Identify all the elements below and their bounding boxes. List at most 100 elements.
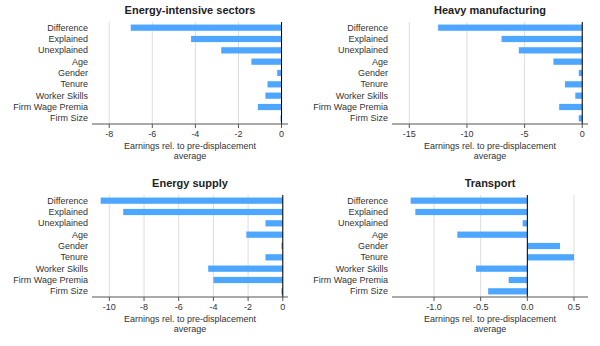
category-label: Gender — [58, 241, 88, 251]
category-label: Firm Wage Premia — [313, 275, 388, 285]
tick-label: -8 — [140, 302, 148, 312]
grid-line — [466, 22, 467, 124]
tick-mark — [178, 297, 179, 301]
zero-line — [527, 195, 528, 297]
tick-label: 0 — [280, 302, 285, 312]
category-label: Gender — [358, 241, 388, 251]
category-label: Explained — [48, 207, 88, 217]
category-label: Firm Size — [350, 286, 388, 296]
zero-line — [281, 22, 282, 124]
bars — [101, 198, 283, 295]
tick-mark — [144, 297, 145, 301]
tick-mark — [527, 297, 528, 301]
category-label: Firm Wage Premia — [313, 102, 388, 112]
tick-label: -6 — [175, 302, 183, 312]
tick-label: -10 — [103, 302, 116, 312]
x-axis-label-line: average — [474, 324, 507, 334]
title: Heavy manufacturing — [434, 4, 546, 16]
bar — [221, 47, 281, 53]
tick-label: -2 — [234, 129, 242, 139]
tick-mark — [213, 297, 214, 301]
category-label: Difference — [47, 23, 88, 33]
bar — [265, 93, 281, 99]
tick-mark — [152, 124, 153, 128]
tick-label: 0.5 — [568, 302, 581, 312]
category-label: Worker Skills — [36, 264, 89, 274]
panel: -10-8-6-4-20DifferenceExplainedUnexplain… — [13, 177, 288, 334]
x-axis-label-line: Earnings rel. to pre-displacement — [124, 314, 257, 324]
tick-mark — [480, 297, 481, 301]
grid-line — [574, 195, 575, 297]
bar — [438, 25, 582, 31]
grid-line — [281, 22, 282, 124]
bar — [523, 220, 528, 226]
category-label: Worker Skills — [336, 264, 389, 274]
bar — [457, 232, 527, 238]
category-label: Explained — [348, 207, 388, 217]
category-label: Firm Size — [50, 113, 88, 123]
category-label: Unexplained — [338, 45, 388, 55]
panel: -8-6-4-20DifferenceExplainedUnexplainedA… — [13, 4, 288, 161]
category-label: Age — [72, 57, 88, 67]
panel: -1.0-0.50.00.5DifferenceExplainedUnexpla… — [313, 177, 588, 334]
category-label: Firm Size — [350, 113, 388, 123]
category-label: Worker Skills — [336, 91, 389, 101]
tick-mark — [195, 124, 196, 128]
category-label: Age — [72, 230, 88, 240]
tick-label: 0 — [279, 129, 284, 139]
bar — [411, 198, 528, 204]
category-label: Tenure — [360, 252, 388, 262]
tick-mark — [238, 124, 239, 128]
title: Transport — [465, 177, 516, 189]
tick-label: 0 — [580, 129, 585, 139]
grid-line — [152, 22, 153, 124]
tick-mark — [524, 124, 525, 128]
category-label: Difference — [347, 23, 388, 33]
bar — [502, 36, 583, 42]
category-label: Unexplained — [38, 218, 88, 228]
bar — [509, 277, 528, 283]
bar — [559, 104, 582, 110]
x-axis-label-line: average — [174, 151, 207, 161]
tick-label: -6 — [148, 129, 156, 139]
tick-mark — [409, 124, 410, 128]
zero-line — [282, 195, 283, 297]
bar — [565, 81, 582, 87]
grid-line — [282, 195, 283, 297]
category-label: Firm Wage Premia — [13, 275, 88, 285]
category-label: Difference — [347, 196, 388, 206]
category-label: Difference — [47, 196, 88, 206]
tick-mark — [109, 297, 110, 301]
bar — [123, 209, 283, 215]
bars — [131, 25, 282, 122]
category-label: Unexplained — [38, 45, 88, 55]
title: Energy supply — [152, 177, 229, 189]
bar — [277, 70, 281, 76]
grid-line — [109, 195, 110, 297]
tick-label: -5 — [521, 129, 529, 139]
tick-mark — [109, 124, 110, 128]
bar — [527, 254, 574, 260]
bar — [575, 93, 582, 99]
x-axis-label: Earnings rel. to pre-displacementaverage — [124, 314, 257, 334]
tick-label: -4 — [191, 129, 199, 139]
figure: -8-6-4-20DifferenceExplainedUnexplainedA… — [0, 0, 600, 346]
x-axis-label: Earnings rel. to pre-displacementaverage — [424, 314, 557, 334]
tick-label: -15 — [403, 129, 416, 139]
x-axis-line — [392, 124, 588, 125]
category-label: Explained — [348, 34, 388, 44]
category-label: Tenure — [60, 252, 88, 262]
bar — [191, 36, 281, 42]
tick-label: -4 — [209, 302, 217, 312]
tick-mark — [248, 297, 249, 301]
category-label: Age — [372, 57, 388, 67]
tick-mark — [281, 124, 282, 128]
tick-label: -0.5 — [473, 302, 489, 312]
tick-mark — [582, 124, 583, 128]
zero-line — [582, 22, 583, 124]
bar — [265, 254, 282, 260]
category-label: Tenure — [60, 79, 88, 89]
title: Energy-intensive sectors — [125, 4, 256, 16]
grid-line — [109, 22, 110, 124]
bar — [213, 277, 282, 283]
